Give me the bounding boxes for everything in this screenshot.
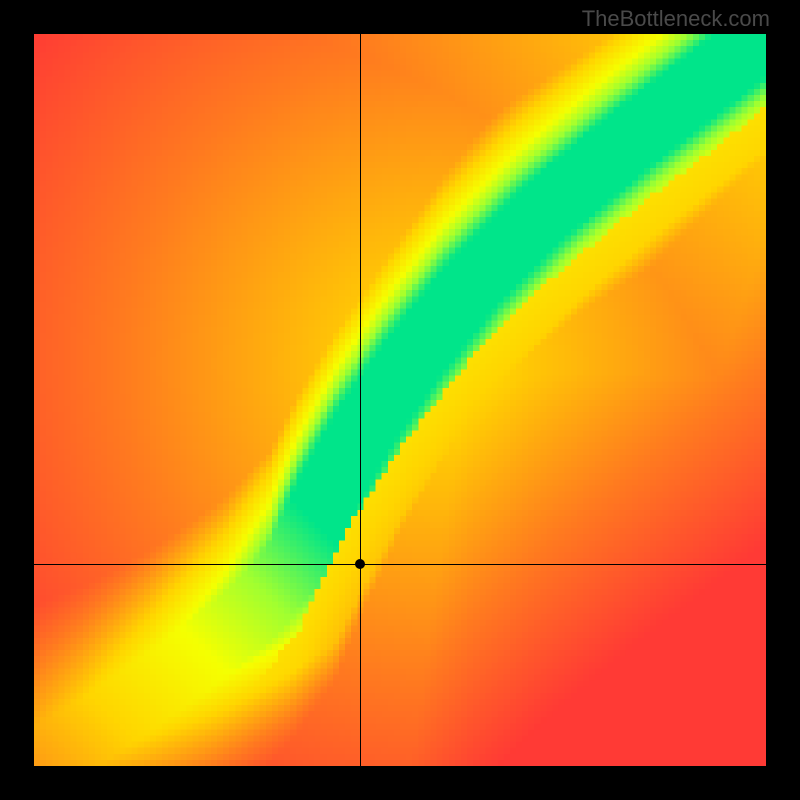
plot-area — [34, 34, 766, 766]
crosshair-point — [355, 559, 365, 569]
crosshair-vertical — [360, 34, 361, 766]
bottleneck-heatmap — [34, 34, 766, 766]
crosshair-horizontal — [34, 564, 766, 565]
watermark-text: TheBottleneck.com — [582, 6, 770, 32]
